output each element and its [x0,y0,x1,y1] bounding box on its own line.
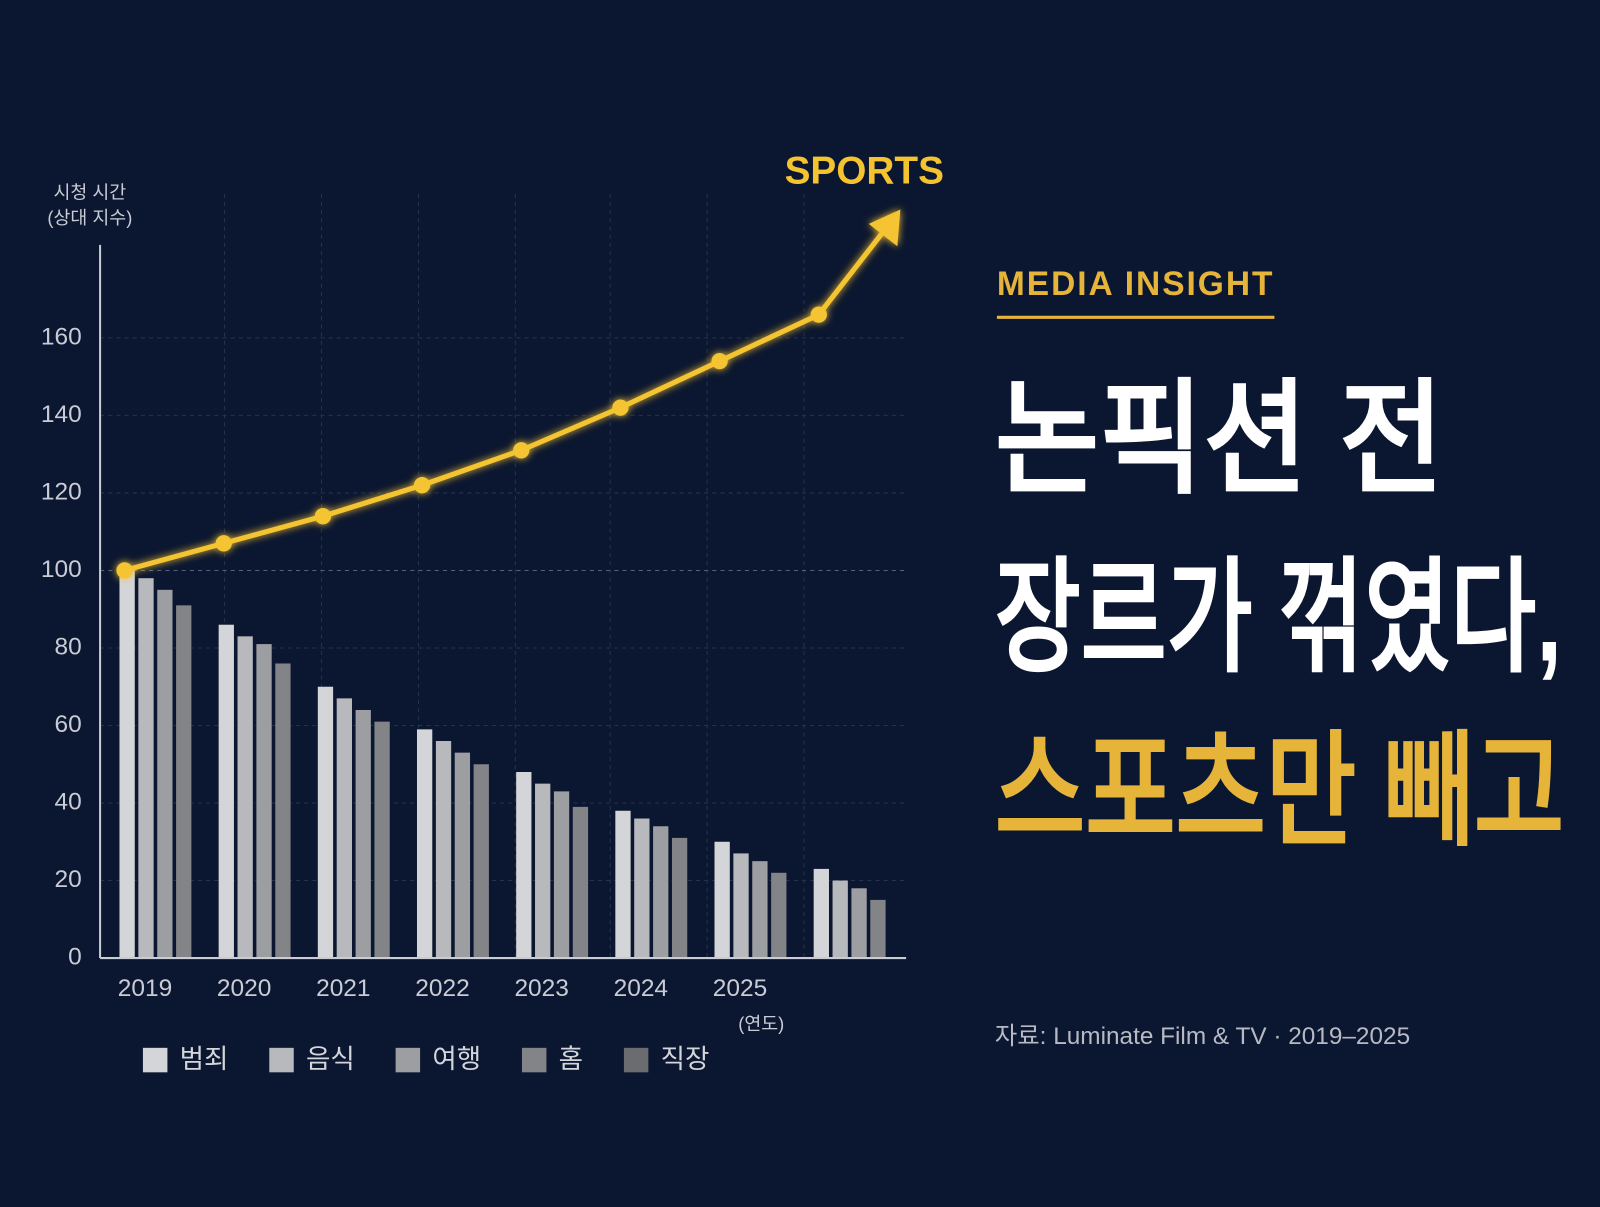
bar [516,772,532,959]
bar [752,861,768,959]
bar [218,624,234,959]
headline: 논픽션 전 [995,370,1444,509]
sports-point [314,508,332,525]
bar [771,872,787,959]
bar [176,605,192,959]
sports-point [711,352,728,370]
bar [851,888,867,959]
y-tick-label: 80 [54,633,81,660]
bar [653,826,669,959]
x-tick-label: 2025 [713,975,767,1002]
x-tick-label: 2020 [217,975,271,1002]
legend-label: 여행 [432,1044,481,1074]
bar [535,783,551,959]
y-tick-label: 160 [41,323,82,350]
sports-point [116,562,133,579]
source: 자료: Luminate Film & TV · 2019–2025 [995,1022,1410,1050]
legend-label: 범죄 [180,1044,229,1074]
bar [832,880,848,959]
bar [138,578,154,959]
bar [317,686,334,959]
bar [416,729,433,959]
bar [870,899,886,959]
sports-line [123,312,820,573]
y-tick-label: 40 [54,788,81,815]
bar [336,698,352,959]
bar [733,853,749,959]
bar [813,868,829,959]
sports-point [513,442,530,459]
legend-label: 홈 [559,1044,583,1074]
bar [275,663,291,959]
y-tick-label: 20 [54,866,81,893]
bar [355,709,371,959]
x-tick-label: 2021 [316,975,370,1002]
kicker: MEDIA INSIGHT [997,265,1275,303]
bar [237,636,253,959]
legend-swatch [395,1047,421,1073]
y-axis-label: (상대 지수) [47,207,132,228]
headline-highlight: 스포츠만 빼고 [995,722,1564,861]
y-tick-label: 100 [41,556,82,583]
bar [572,806,589,959]
bar [157,589,173,959]
bar [553,791,570,959]
legend-swatch [142,1047,168,1073]
arrow-shaft [816,221,893,317]
y-axis-label: 시청 시간 [54,182,127,203]
y-tick-label: 0 [68,944,82,971]
bar [119,570,135,959]
arrow-head [868,209,901,247]
x-tick-label: 2022 [415,975,469,1002]
bar [473,764,489,959]
legend-swatch [623,1047,649,1073]
legend-label: 음식 [306,1044,355,1074]
y-tick-label: 120 [41,478,82,505]
sports-point [215,535,232,552]
bar [435,740,452,959]
bar [454,752,471,959]
sports-point [413,477,431,494]
legend-swatch [269,1047,294,1073]
x-tick-label: 2024 [614,975,668,1002]
bar [634,818,650,959]
x-tick-label: 2023 [514,975,568,1002]
bar [714,841,730,959]
y-tick-label: 60 [54,711,81,738]
bar [374,721,390,959]
x-tick-label: 2019 [118,975,172,1002]
sports-line-group [116,209,901,579]
bar [256,644,272,959]
line-label: SPORTS [785,150,944,193]
headline: 장르가 꺾였다, [995,548,1562,687]
y-tick-label: 140 [41,401,82,428]
sports-point [612,399,629,416]
bar [671,837,688,959]
legend-swatch [521,1047,547,1073]
bar [615,810,631,959]
legend-label: 직장 [661,1044,710,1074]
sports-point [810,306,827,323]
x-axis-label: (연도) [738,1013,784,1034]
